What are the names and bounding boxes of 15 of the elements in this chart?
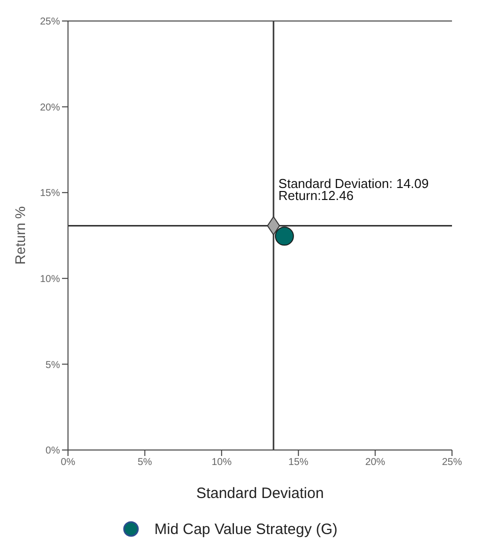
x-tick-label: 25% [442,457,462,468]
y-axis-title: Return % [12,206,28,265]
y-tick-label: 15% [40,188,60,200]
x-axis-title: Standard Deviation [196,485,324,502]
y-tick-label: 0% [46,446,60,457]
x-tick-label: 15% [288,457,309,468]
x-tick-label: 0% [60,457,76,468]
x-tick-label: 5% [138,457,152,468]
y-tick-label: 20% [40,102,60,114]
x-tick-label: 20% [365,457,386,468]
y-tick-label: 10% [40,274,60,285]
y-tick-label: 5% [46,360,60,371]
legend-label: Mid Cap Value Strategy (G) [153,520,338,538]
x-tick-label: 10% [212,457,232,468]
y-tick-label: 25% [40,16,60,28]
